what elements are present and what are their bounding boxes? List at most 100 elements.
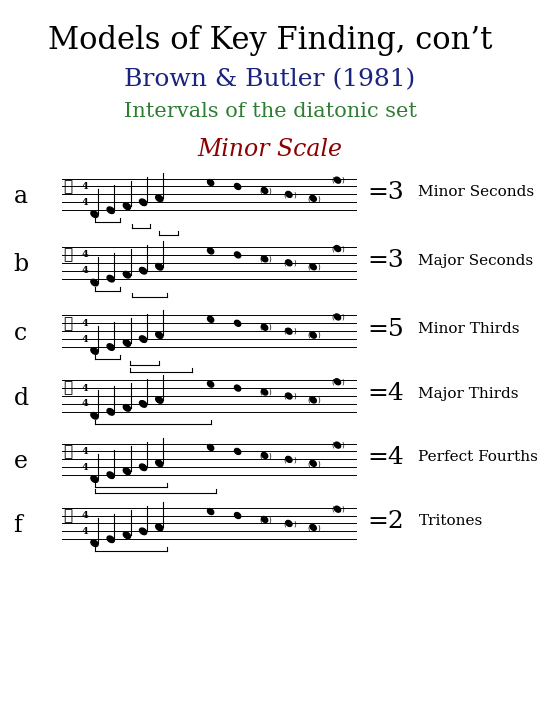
Text: ): ): [293, 191, 296, 198]
Text: ): ): [268, 516, 272, 523]
Ellipse shape: [334, 314, 341, 320]
Ellipse shape: [286, 521, 292, 526]
Ellipse shape: [123, 532, 131, 539]
Ellipse shape: [286, 328, 292, 334]
Ellipse shape: [261, 324, 268, 330]
Text: =2: =2: [367, 510, 404, 533]
Ellipse shape: [91, 413, 98, 419]
Text: d: d: [14, 387, 29, 410]
Text: (: (: [307, 460, 310, 467]
Text: ): ): [317, 195, 320, 202]
Text: Models of Key Finding, con’t: Models of Key Finding, con’t: [48, 25, 492, 56]
Text: 𝄞: 𝄞: [63, 316, 72, 330]
Text: ): ): [268, 389, 272, 395]
Text: c: c: [14, 322, 26, 345]
Text: (: (: [307, 524, 310, 531]
Ellipse shape: [123, 340, 131, 346]
Text: (: (: [332, 177, 335, 184]
Ellipse shape: [156, 264, 163, 270]
Text: 4: 4: [82, 335, 88, 343]
Text: ): ): [268, 256, 272, 262]
Text: ): ): [317, 332, 320, 338]
Text: f: f: [14, 514, 22, 537]
Ellipse shape: [139, 400, 147, 408]
Ellipse shape: [286, 393, 292, 399]
Ellipse shape: [139, 528, 147, 535]
Text: Perfect Fourths: Perfect Fourths: [418, 450, 538, 464]
Text: Brown & Butler (1981): Brown & Butler (1981): [124, 68, 416, 91]
Ellipse shape: [234, 513, 241, 518]
Ellipse shape: [123, 468, 131, 474]
Text: (: (: [283, 456, 286, 463]
Text: =3: =3: [367, 249, 404, 272]
Text: Minor Seconds: Minor Seconds: [418, 185, 535, 199]
Text: =4: =4: [367, 382, 404, 405]
Text: 4: 4: [82, 527, 88, 536]
Ellipse shape: [156, 332, 163, 338]
Text: (: (: [332, 246, 335, 252]
Ellipse shape: [310, 397, 316, 403]
Text: ): ): [341, 246, 345, 252]
Text: ): ): [293, 520, 296, 527]
Text: =4: =4: [367, 446, 404, 469]
Text: 4: 4: [82, 319, 88, 328]
Ellipse shape: [286, 260, 292, 266]
Ellipse shape: [261, 256, 268, 262]
Ellipse shape: [334, 177, 341, 183]
Ellipse shape: [139, 267, 147, 274]
Ellipse shape: [91, 279, 98, 286]
Text: (: (: [307, 332, 310, 338]
Ellipse shape: [261, 516, 268, 523]
Text: (: (: [283, 259, 286, 266]
Ellipse shape: [286, 456, 292, 462]
Text: (: (: [283, 328, 286, 335]
Text: (: (: [259, 516, 262, 523]
Text: Minor Thirds: Minor Thirds: [418, 322, 520, 336]
Ellipse shape: [156, 460, 163, 467]
Text: (: (: [307, 397, 310, 403]
Text: Minor Scale: Minor Scale: [198, 138, 342, 161]
Ellipse shape: [310, 332, 316, 338]
Text: (: (: [332, 314, 335, 320]
Ellipse shape: [91, 211, 98, 217]
Ellipse shape: [334, 379, 341, 384]
Text: ): ): [317, 460, 320, 467]
Text: e: e: [14, 450, 28, 473]
Text: 4: 4: [82, 511, 88, 520]
Ellipse shape: [107, 536, 114, 543]
Ellipse shape: [310, 264, 316, 270]
Text: ): ): [341, 506, 345, 513]
Ellipse shape: [107, 472, 114, 479]
Ellipse shape: [91, 476, 98, 482]
Ellipse shape: [207, 316, 214, 323]
Text: Major Seconds: Major Seconds: [418, 253, 534, 268]
Text: ): ): [293, 328, 296, 335]
Text: 4: 4: [82, 447, 88, 456]
Ellipse shape: [310, 195, 316, 202]
Text: =5: =5: [367, 318, 404, 341]
Text: (: (: [259, 452, 262, 459]
Ellipse shape: [107, 408, 114, 415]
Ellipse shape: [207, 179, 214, 186]
Text: (: (: [332, 442, 335, 449]
Text: Major Thirds: Major Thirds: [418, 387, 519, 401]
Text: (: (: [283, 191, 286, 198]
Ellipse shape: [234, 449, 241, 454]
Text: 4: 4: [82, 266, 88, 275]
Text: (: (: [259, 324, 262, 330]
Ellipse shape: [207, 508, 214, 515]
Text: ): ): [341, 442, 345, 449]
Ellipse shape: [234, 320, 241, 326]
Ellipse shape: [207, 444, 214, 451]
Ellipse shape: [207, 248, 214, 254]
Text: ): ): [317, 264, 320, 270]
Text: 4: 4: [82, 463, 88, 472]
Text: b: b: [14, 253, 29, 276]
Ellipse shape: [156, 195, 163, 202]
Text: 4: 4: [82, 400, 88, 408]
Text: (: (: [332, 379, 335, 385]
Ellipse shape: [207, 381, 214, 387]
Text: (: (: [283, 520, 286, 527]
Ellipse shape: [310, 524, 316, 531]
Text: 4: 4: [82, 182, 88, 191]
